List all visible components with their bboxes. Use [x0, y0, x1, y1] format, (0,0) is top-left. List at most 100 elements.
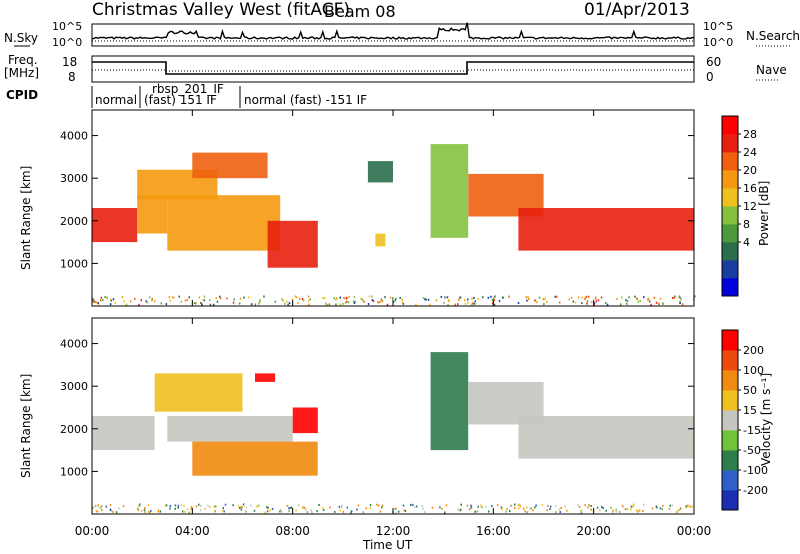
- power-speckle: [226, 297, 228, 300]
- velocity-speckle: [339, 509, 341, 512]
- velocity-speckle: [105, 505, 108, 508]
- x-tick-label: 12:00: [376, 524, 411, 538]
- colorbar-tick-label: 20: [743, 164, 757, 177]
- colorbar-tick-label: -200: [743, 484, 768, 497]
- power-speckle: [362, 299, 364, 301]
- power-speckle: [233, 298, 235, 301]
- velocity-speckle: [139, 503, 141, 506]
- velocity-speckle: [477, 505, 479, 508]
- power-speckle: [399, 296, 401, 299]
- velocity-speckle: [200, 504, 202, 507]
- power-speckle: [339, 296, 341, 299]
- freq-tick-high: 18: [62, 55, 77, 69]
- power-speckle: [474, 300, 476, 303]
- velocity-speckle: [180, 503, 183, 506]
- power-speckle: [482, 296, 484, 299]
- velocity-speckle: [680, 507, 682, 510]
- velocity-speckle: [691, 505, 693, 508]
- velocity-speckle: [685, 505, 687, 507]
- colorbar-swatch: [722, 470, 738, 491]
- power-speckle: [588, 295, 590, 298]
- power-speckle: [309, 298, 311, 301]
- power-speckle: [448, 300, 450, 303]
- velocity-speckle: [459, 508, 462, 511]
- velocity-speckle: [412, 503, 414, 506]
- power-speckle: [402, 302, 405, 305]
- power-speckle: [604, 302, 607, 304]
- velocity-speckle: [297, 504, 300, 507]
- velocity-speckle: [195, 505, 198, 508]
- power-speckle: [193, 302, 196, 305]
- velocity-speckle: [596, 506, 599, 509]
- cpid-segment-normal: normal: [95, 93, 137, 107]
- x-tick-label: 04:00: [175, 524, 210, 538]
- velocity-speckle: [476, 510, 478, 513]
- power-speckle: [294, 295, 296, 298]
- velocity-speckle: [444, 511, 446, 514]
- power-speckle: [606, 303, 609, 306]
- velocity-speckle: [214, 505, 217, 508]
- power-speckle: [165, 303, 168, 306]
- velocity-speckle: [610, 506, 612, 509]
- velocity-speckle: [323, 509, 325, 512]
- power-speckle: [342, 302, 344, 305]
- power-speckle: [201, 303, 203, 306]
- velocity-speckle: [611, 511, 614, 514]
- power-speckle: [151, 299, 153, 302]
- power-speckle: [203, 299, 206, 302]
- power-speckle: [377, 301, 379, 304]
- date-label: 01/Apr/2013: [584, 0, 690, 20]
- power-speckle: [95, 301, 97, 304]
- velocity-speckle: [671, 504, 673, 507]
- power-speckle: [379, 300, 381, 303]
- power-speckle: [593, 302, 596, 305]
- power-speckle: [679, 300, 681, 303]
- power-speckle: [307, 295, 310, 298]
- power-speckle: [429, 303, 431, 306]
- power-speckle: [536, 301, 538, 304]
- velocity-speckle: [340, 506, 343, 509]
- power-speckle: [440, 295, 443, 298]
- velocity-echo-region: [430, 352, 469, 451]
- velocity-speckle: [376, 503, 378, 506]
- power-speckle: [595, 296, 597, 299]
- power-speckle: [477, 297, 479, 300]
- velocity-speckle: [546, 509, 548, 512]
- velocity-speckle: [190, 506, 193, 508]
- power-speckle: [681, 303, 684, 306]
- velocity-speckle: [239, 507, 241, 510]
- velocity-speckle: [687, 504, 689, 507]
- velocity-speckle: [656, 506, 658, 509]
- power-speckle: [345, 297, 348, 299]
- velocity-speckle: [240, 508, 243, 511]
- power-speckle: [308, 303, 310, 306]
- power-speckle: [568, 298, 570, 301]
- power-speckle: [546, 300, 548, 303]
- noise-tick-high-left: 10^5: [52, 20, 82, 33]
- velocity-speckle: [199, 509, 202, 512]
- velocity-speckle: [159, 510, 162, 513]
- power-speckle: [363, 300, 365, 303]
- velocity-speckle: [413, 506, 416, 509]
- power-speckle: [487, 296, 490, 299]
- power-speckle: [447, 299, 450, 302]
- velocity-speckle: [310, 509, 312, 512]
- power-speckle: [160, 302, 163, 305]
- velocity-speckle: [174, 504, 177, 507]
- velocity-speckle: [198, 503, 200, 506]
- velocity-speckle: [174, 507, 176, 510]
- power-speckle: [626, 302, 628, 305]
- power-speckle: [694, 295, 696, 298]
- velocity-speckle: [95, 510, 98, 513]
- velocity-speckle: [232, 504, 234, 507]
- velocity-speckle: [519, 504, 521, 507]
- power-speckle: [658, 302, 660, 305]
- velocity-echo-region: [192, 441, 318, 476]
- power-speckle: [186, 298, 189, 301]
- freq-trace: [92, 61, 694, 75]
- power-speckle: [360, 297, 363, 300]
- colorbar-swatch: [722, 278, 738, 297]
- velocity-speckle: [547, 505, 549, 507]
- power-speckle: [243, 296, 245, 299]
- velocity-speckle: [365, 507, 367, 510]
